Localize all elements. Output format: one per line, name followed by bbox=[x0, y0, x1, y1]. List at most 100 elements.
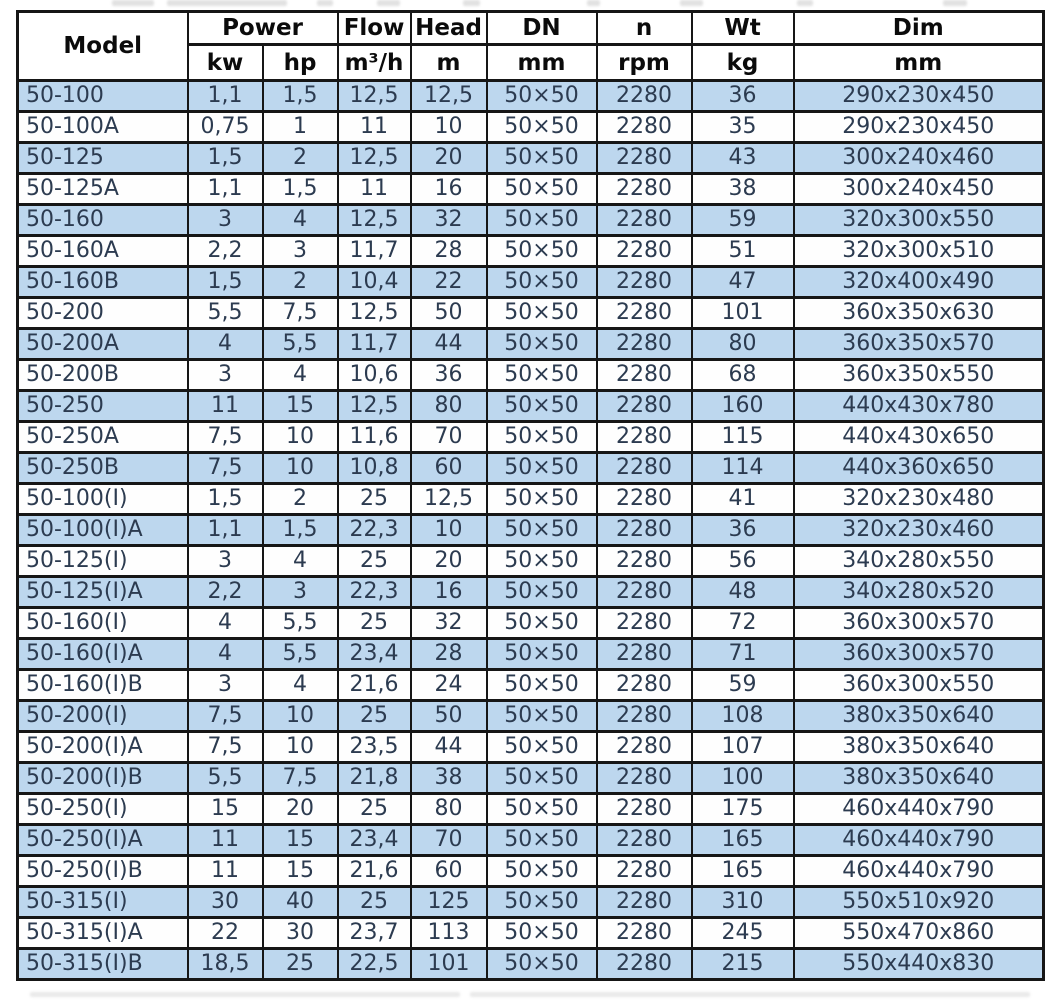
cell-head: 16 bbox=[409, 575, 488, 609]
cell-power-kw: 3 bbox=[186, 203, 264, 237]
cell-head: 50 bbox=[409, 296, 488, 330]
cell-power-kw: 7,5 bbox=[186, 451, 264, 485]
cell-head: 101 bbox=[409, 947, 488, 981]
cell-dim: 440x430x780 bbox=[792, 389, 1045, 423]
cell-dn: 50×50 bbox=[485, 110, 598, 144]
cell-dim: 440x360x650 bbox=[792, 451, 1045, 485]
cell-power-kw: 11 bbox=[186, 389, 264, 423]
column-header-dn: DN bbox=[485, 10, 598, 46]
cell-head: 28 bbox=[409, 234, 488, 268]
cell-flow: 21,6 bbox=[336, 668, 412, 702]
cell-wt: 175 bbox=[690, 792, 795, 826]
table-row: 50-160 3 4 12,5 32 50×50 2280 59 320x300x550 bbox=[16, 203, 1045, 237]
cell-power-kw: 7,5 bbox=[186, 420, 264, 454]
cell-dim: 460x440x790 bbox=[792, 854, 1045, 888]
cell-flow: 23,7 bbox=[336, 916, 412, 950]
cell-n-rpm: 2280 bbox=[595, 792, 693, 826]
cell-dim: 360x300x550 bbox=[792, 668, 1045, 702]
cell-dn: 50×50 bbox=[485, 234, 598, 268]
cell-flow: 23,5 bbox=[336, 730, 412, 764]
table-row: 50-100(I)A 1,1 1,5 22,3 10 50×50 2280 36 320x230… bbox=[16, 513, 1045, 547]
cell-flow: 10,4 bbox=[336, 265, 412, 299]
table-row: 50-315(I)A 22 30 23,7 113 50×50 2280 245 550x470… bbox=[16, 916, 1045, 950]
cell-model: 50-160(I)A bbox=[16, 637, 189, 671]
cell-power-kw: 4 bbox=[186, 637, 264, 671]
cell-wt: 36 bbox=[690, 79, 795, 113]
cell-dn: 50×50 bbox=[485, 916, 598, 950]
cell-power-kw: 4 bbox=[186, 606, 264, 640]
column-header-power-hp-unit: hp bbox=[261, 43, 339, 82]
cell-n-rpm: 2280 bbox=[595, 575, 693, 609]
pump-spec-table-container: Model Power Flow Head DN n Wt Dim kw hp m³/h m mm rpm… bbox=[16, 10, 1046, 981]
cell-wt: 72 bbox=[690, 606, 795, 640]
cell-wt: 245 bbox=[690, 916, 795, 950]
cell-power-hp: 4 bbox=[261, 544, 339, 578]
cell-head: 44 bbox=[409, 327, 488, 361]
column-header-dim: Dim bbox=[792, 10, 1045, 46]
cell-power-hp: 7,5 bbox=[261, 761, 339, 795]
cell-dim: 360x300x570 bbox=[792, 606, 1045, 640]
cell-power-hp: 25 bbox=[261, 947, 339, 981]
cell-power-hp: 4 bbox=[261, 358, 339, 392]
table-row: 50-250A 7,5 10 11,6 70 50×50 2280 115 440x430x65… bbox=[16, 420, 1045, 454]
cell-power-hp: 2 bbox=[261, 141, 339, 175]
cell-flow: 25 bbox=[336, 606, 412, 640]
cell-power-kw: 1,5 bbox=[186, 482, 264, 516]
cell-wt: 59 bbox=[690, 203, 795, 237]
cell-wt: 68 bbox=[690, 358, 795, 392]
cell-n-rpm: 2280 bbox=[595, 513, 693, 547]
cell-dim: 380x350x640 bbox=[792, 730, 1045, 764]
table-row: 50-100(I) 1,5 2 25 12,5 50×50 2280 41 320x230x48… bbox=[16, 482, 1045, 516]
cell-wt: 215 bbox=[690, 947, 795, 981]
cell-power-kw: 1,5 bbox=[186, 265, 264, 299]
cell-dim: 360x350x630 bbox=[792, 296, 1045, 330]
table-row: 50-200B 3 4 10,6 36 50×50 2280 68 360x350x550 bbox=[16, 358, 1045, 392]
cell-dn: 50×50 bbox=[485, 823, 598, 857]
artifact-smudge bbox=[463, 0, 480, 6]
cell-head: 12,5 bbox=[409, 482, 488, 516]
cell-model: 50-315(I) bbox=[16, 885, 189, 919]
cell-power-hp: 10 bbox=[261, 730, 339, 764]
cell-power-hp: 1,5 bbox=[261, 513, 339, 547]
cell-model: 50-125 bbox=[16, 141, 189, 175]
cell-wt: 80 bbox=[690, 327, 795, 361]
cell-head: 20 bbox=[409, 141, 488, 175]
cell-power-kw: 5,5 bbox=[186, 761, 264, 795]
cell-dim: 320x230x480 bbox=[792, 482, 1045, 516]
cell-n-rpm: 2280 bbox=[595, 730, 693, 764]
cell-model: 50-100 bbox=[16, 79, 189, 113]
cell-n-rpm: 2280 bbox=[595, 389, 693, 423]
cell-power-hp: 10 bbox=[261, 451, 339, 485]
cell-flow: 22,3 bbox=[336, 513, 412, 547]
cell-dn: 50×50 bbox=[485, 575, 598, 609]
cell-head: 24 bbox=[409, 668, 488, 702]
cell-n-rpm: 2280 bbox=[595, 451, 693, 485]
cell-dim: 550x440x830 bbox=[792, 947, 1045, 981]
cell-n-rpm: 2280 bbox=[595, 79, 693, 113]
column-header-wt: Wt bbox=[690, 10, 795, 46]
column-header-n: n bbox=[595, 10, 693, 46]
cell-power-hp: 1,5 bbox=[261, 172, 339, 206]
column-header-wt-unit: kg bbox=[690, 43, 795, 82]
table-row: 50-200 5,5 7,5 12,5 50 50×50 2280 101 360x350x63… bbox=[16, 296, 1045, 330]
cell-model: 50-250(I)A bbox=[16, 823, 189, 857]
cell-dn: 50×50 bbox=[485, 358, 598, 392]
table-row: 50-200(I) 7,5 10 25 50 50×50 2280 108 380x350x64… bbox=[16, 699, 1045, 733]
column-header-power: Power bbox=[186, 10, 339, 46]
cell-head: 113 bbox=[409, 916, 488, 950]
cell-dn: 50×50 bbox=[485, 606, 598, 640]
cell-power-kw: 11 bbox=[186, 854, 264, 888]
cell-head: 60 bbox=[409, 854, 488, 888]
cell-head: 50 bbox=[409, 699, 488, 733]
cell-power-hp: 5,5 bbox=[261, 606, 339, 640]
cell-dn: 50×50 bbox=[485, 761, 598, 795]
table-row: 50-100 1,1 1,5 12,5 12,5 50×50 2280 36 290x230x4… bbox=[16, 79, 1045, 113]
cell-dn: 50×50 bbox=[485, 947, 598, 981]
spec-table: Model Power Flow Head DN n Wt Dim kw hp m³/h m mm rpm… bbox=[16, 10, 1046, 981]
cell-wt: 59 bbox=[690, 668, 795, 702]
cell-power-kw: 4 bbox=[186, 327, 264, 361]
cell-power-kw: 22 bbox=[186, 916, 264, 950]
cell-flow: 25 bbox=[336, 792, 412, 826]
cell-power-kw: 3 bbox=[186, 358, 264, 392]
cell-flow: 12,5 bbox=[336, 203, 412, 237]
